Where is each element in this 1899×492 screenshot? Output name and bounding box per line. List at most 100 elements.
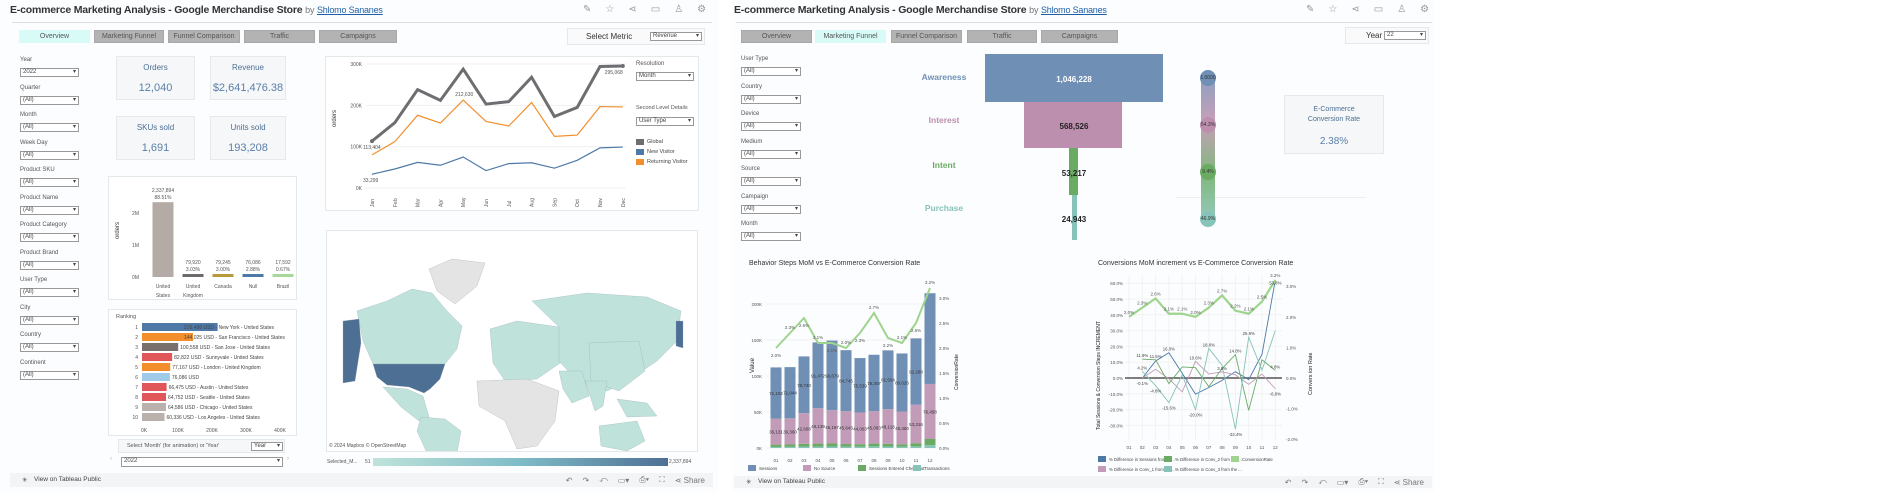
- undo-icon[interactable]: ↶: [1284, 477, 1292, 487]
- stacked-bar-transactions[interactable]: [868, 446, 880, 448]
- map-region-se-asia[interactable]: [616, 398, 658, 418]
- funnel-bar-awareness[interactable]: [985, 54, 1163, 102]
- map-region-india[interactable]: [584, 380, 608, 412]
- funnel-bar-purchase[interactable]: [1072, 195, 1077, 240]
- stacked-bar-no-source[interactable]: [854, 412, 866, 445]
- share-button[interactable]: ⋖ Share: [1393, 477, 1424, 487]
- stacked-bar-transactions[interactable]: [826, 446, 838, 448]
- month-filter-dropdown[interactable]: (All): [741, 232, 801, 241]
- redo-icon[interactable]: ↷: [1301, 477, 1309, 487]
- country-bar[interactable]: [182, 274, 204, 277]
- stacked-bar-sessions-entered-checkout[interactable]: [798, 443, 810, 447]
- step-rate-bubble[interactable]: 9.4%: [1200, 164, 1216, 180]
- ranking-bar[interactable]: [142, 383, 167, 391]
- increment-line-2[interactable]: [1142, 353, 1276, 411]
- comment-icon[interactable]: ▭: [1373, 4, 1384, 15]
- map-region-china[interactable]: [588, 340, 646, 392]
- user-type-filter-dropdown[interactable]: (All): [741, 67, 801, 76]
- stacked-bar-no-source[interactable]: [868, 411, 880, 444]
- conversion-rate-line[interactable]: [1128, 279, 1277, 318]
- tab-campaigns[interactable]: Campaigns: [319, 30, 397, 43]
- star-icon[interactable]: ☆: [1328, 4, 1338, 15]
- ranking-bar[interactable]: [142, 403, 166, 411]
- stacked-bar-transactions[interactable]: [924, 445, 936, 448]
- year-select-dropdown[interactable]: 22: [1384, 31, 1426, 40]
- stacked-bar-sessions[interactable]: [896, 353, 908, 412]
- revert-icon[interactable]: ⤺: [1318, 477, 1327, 486]
- stacked-bar-sessions[interactable]: [910, 338, 922, 405]
- fullscreen-icon[interactable]: ⛶: [659, 475, 665, 484]
- map-region-greenland[interactable]: [428, 258, 486, 305]
- stacked-bar-transactions[interactable]: [798, 446, 810, 448]
- legend-item[interactable]: No Source: [803, 465, 835, 471]
- map-region-canada[interactable]: [356, 288, 463, 365]
- series-line-global[interactable]: [371, 64, 623, 143]
- year-player-dropdown[interactable]: 2022: [121, 457, 283, 467]
- stacked-bar-sessions[interactable]: [812, 342, 824, 409]
- ranking-bar[interactable]: [142, 353, 173, 361]
- stacked-bar-sessions[interactable]: [882, 350, 894, 410]
- legend-item[interactable]: % Difference in Conv_2 from the ...: [1164, 456, 1242, 462]
- ranking-bar[interactable]: [142, 333, 193, 341]
- tab-traffic[interactable]: Traffic: [244, 30, 315, 43]
- product-name-filter-dropdown[interactable]: (All): [20, 205, 79, 215]
- stacked-bar-sessions[interactable]: [826, 340, 838, 411]
- medium-filter-dropdown[interactable]: (All): [741, 149, 801, 159]
- device-filter-dropdown[interactable]: (All): [741, 122, 801, 131]
- source-filter-dropdown[interactable]: (All): [741, 177, 801, 186]
- map-region-mexico[interactable]: [382, 386, 430, 422]
- resolution-dropdown[interactable]: Month: [636, 72, 694, 81]
- legend-item[interactable]: Returning Visitor: [636, 159, 688, 165]
- map-region-south-america[interactable]: [416, 416, 462, 452]
- gear-icon[interactable]: ⚙: [1420, 4, 1430, 15]
- campaign-filter-dropdown[interactable]: (All): [741, 204, 801, 214]
- stacked-bar-transactions[interactable]: [770, 446, 782, 448]
- second-level-dropdown[interactable]: User Type: [636, 117, 694, 126]
- map-region-middle-east[interactable]: [558, 370, 590, 404]
- stacked-bar-sessions[interactable]: [840, 350, 852, 412]
- author-link[interactable]: Shlomo Sananes: [316, 5, 383, 15]
- stacked-bar-sessions-entered-checkout[interactable]: [812, 443, 824, 447]
- pause-icon[interactable]: ▭▾: [617, 475, 630, 485]
- legend-item[interactable]: ConversionRate: [1231, 456, 1273, 462]
- stacked-bar-sessions[interactable]: [770, 367, 782, 419]
- stacked-bar-transactions[interactable]: [840, 446, 852, 448]
- country-filter-dropdown[interactable]: (All): [20, 343, 79, 352]
- view-on-tableau-link[interactable]: View on Tableau Public: [758, 478, 825, 485]
- stacked-bar-no-source[interactable]: [840, 411, 852, 445]
- download-icon[interactable]: ⎙▾: [1358, 477, 1369, 486]
- map-region-alaska[interactable]: [342, 318, 362, 384]
- stacked-bar-sessions-entered-checkout[interactable]: [882, 443, 894, 447]
- tab-funnel-comparison[interactable]: Funnel Comparison: [891, 30, 962, 43]
- edit-icon[interactable]: ✎: [583, 4, 592, 15]
- ranking-bar[interactable]: [142, 363, 171, 371]
- ranking-bar[interactable]: [142, 373, 170, 381]
- map-region-far-east-wrap[interactable]: [675, 320, 684, 349]
- user-type-filter-dropdown[interactable]: (All): [20, 288, 79, 297]
- stacked-bar-sessions[interactable]: [854, 358, 866, 413]
- share-icon[interactable]: ⋖: [628, 4, 637, 15]
- stacked-bar-sessions-entered-checkout[interactable]: [924, 439, 936, 446]
- stacked-bar-no-source[interactable]: [882, 409, 894, 444]
- stacked-bar-transactions[interactable]: [854, 446, 866, 448]
- legend-item[interactable]: Global: [636, 139, 663, 145]
- gear-icon[interactable]: ⚙: [697, 4, 707, 15]
- legend-item[interactable]: % Difference in Sessions from th...: [1098, 456, 1175, 462]
- stacked-bar-transactions[interactable]: [882, 446, 894, 448]
- stacked-bar-transactions[interactable]: [910, 446, 922, 448]
- stacked-bar-sessions[interactable]: [868, 354, 880, 412]
- step-rate-bubble[interactable]: 1.0000: [1200, 70, 1216, 86]
- stacked-bar-transactions[interactable]: [812, 446, 824, 448]
- world-map[interactable]: [327, 231, 698, 452]
- product-sku-filter-dropdown[interactable]: (All): [20, 178, 79, 187]
- stacked-bar-no-source[interactable]: [784, 418, 796, 445]
- stacked-bar-sessions-entered-checkout[interactable]: [784, 444, 796, 447]
- stacked-bar-sessions-entered-checkout[interactable]: [854, 444, 866, 447]
- author-link[interactable]: Shlomo Sananes: [1040, 5, 1107, 15]
- stacked-bar-no-source[interactable]: [812, 408, 824, 444]
- map-region-africa[interactable]: [476, 378, 560, 450]
- tab-marketing-funnel[interactable]: Marketing Funnel: [815, 30, 886, 43]
- fullscreen-icon[interactable]: ⛶: [1378, 477, 1384, 486]
- stacked-bar-no-source[interactable]: [826, 410, 838, 444]
- series-line-returning-visitor[interactable]: [371, 99, 623, 156]
